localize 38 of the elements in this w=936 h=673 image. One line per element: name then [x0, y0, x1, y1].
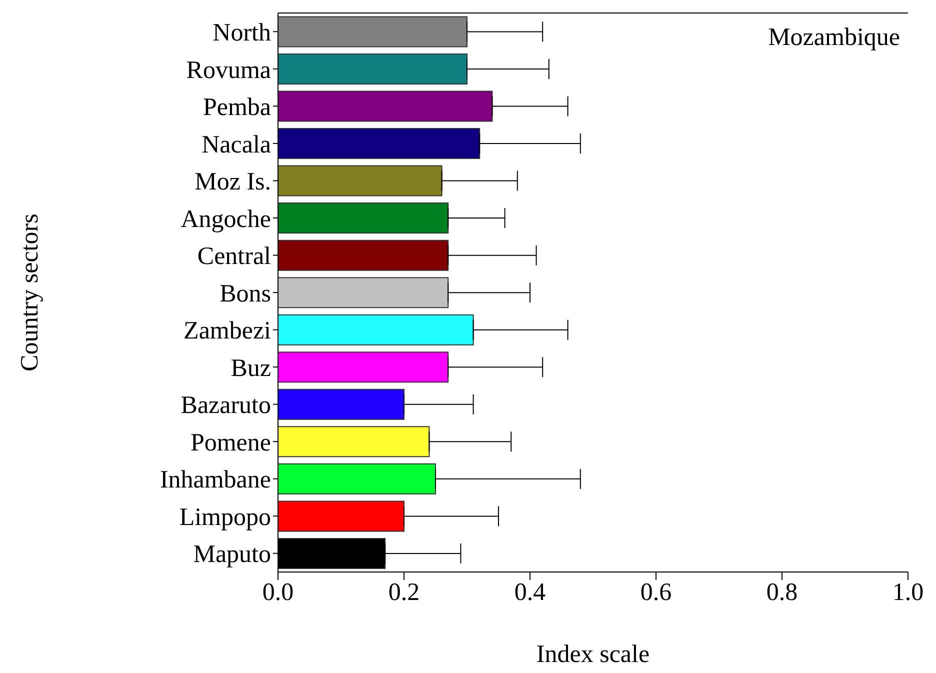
x-axis-title: Index scale — [536, 641, 650, 668]
y-tick-label: Rovuma — [186, 56, 271, 84]
y-tick-label: Central — [197, 243, 272, 270]
y-tick-label: Angoche — [180, 206, 271, 233]
bar — [278, 277, 449, 308]
bar — [278, 90, 493, 122]
y-tick-label: North — [212, 20, 272, 47]
y-tick-label: Inhambane — [160, 466, 271, 494]
y-tick-label: Moz Is. — [194, 168, 271, 196]
bar — [278, 314, 474, 346]
y-tick-label: Zambezi — [184, 318, 272, 345]
y-tick-label: Nacala — [202, 131, 271, 158]
bar — [278, 53, 468, 84]
y-tick-label: Pomene — [190, 429, 271, 456]
bar — [278, 16, 468, 48]
x-tick-label: 1.0 — [892, 578, 924, 606]
y-axis-title: Country sectors — [16, 214, 44, 372]
y-tick-label: Bazaruto — [180, 392, 271, 420]
x-tick-label: 0.6 — [640, 578, 672, 606]
y-tick-label: Pemba — [202, 94, 271, 122]
bar — [278, 128, 480, 160]
bar — [278, 426, 430, 458]
bar — [278, 165, 442, 196]
annotation: Mozambique — [768, 24, 900, 52]
x-tick-label: 0.8 — [766, 578, 798, 606]
y-tick-label: Maputo — [193, 541, 271, 568]
x-tick-label: 0.2 — [388, 578, 420, 606]
bar — [278, 202, 449, 234]
bar — [278, 463, 436, 494]
x-tick-label: 0.0 — [262, 578, 294, 606]
bar — [278, 352, 449, 383]
y-tick-label: Buz — [230, 354, 271, 382]
y-tick-label: Bons — [220, 280, 271, 308]
bar — [278, 240, 449, 271]
y-tick-label: Limpopo — [179, 504, 271, 531]
bar — [278, 388, 404, 420]
bar — [278, 500, 404, 532]
x-tick-label: 0.4 — [514, 578, 546, 606]
